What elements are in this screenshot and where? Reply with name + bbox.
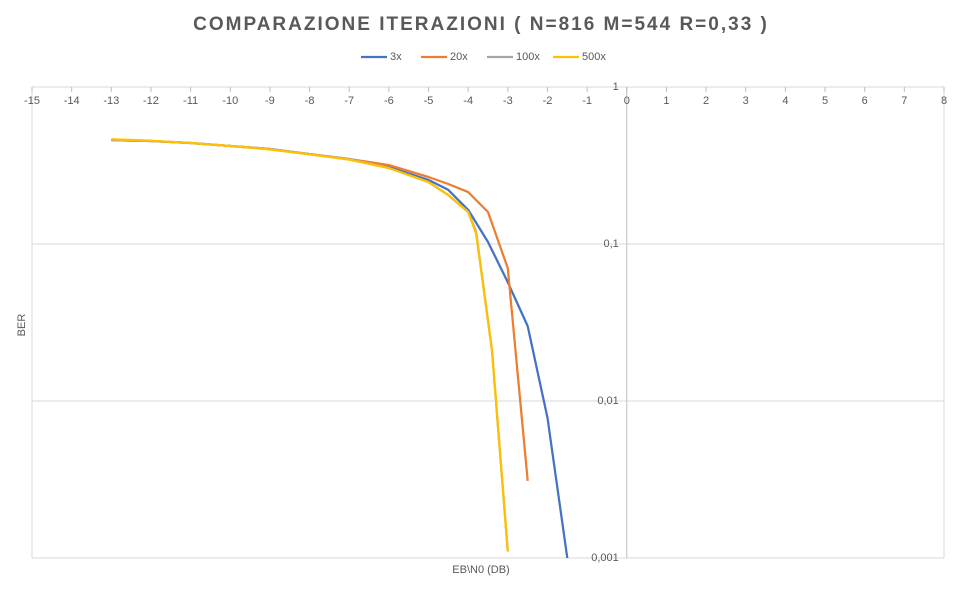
x-tick-label: -4 bbox=[463, 95, 473, 107]
x-tick-label: -7 bbox=[344, 95, 354, 107]
x-tick-label: -10 bbox=[222, 95, 238, 107]
x-tick-label: -15 bbox=[24, 95, 40, 107]
x-tick-label: -3 bbox=[503, 95, 513, 107]
x-tick-label: 3 bbox=[743, 95, 749, 107]
series-line bbox=[111, 138, 529, 482]
x-tick-label: -13 bbox=[103, 95, 119, 107]
x-tick-label: -5 bbox=[424, 95, 434, 107]
series-line bbox=[111, 138, 509, 552]
series-line bbox=[111, 138, 569, 559]
x-tick-label: 0 bbox=[624, 95, 630, 107]
x-tick-label: -12 bbox=[143, 95, 159, 107]
y-axis-title: BER bbox=[16, 314, 28, 337]
x-tick-label: 1 bbox=[663, 95, 669, 107]
x-tick-label: -14 bbox=[64, 95, 80, 107]
x-tick-label: -2 bbox=[543, 95, 553, 107]
legend-label: 100x bbox=[516, 51, 540, 63]
legend-label: 20x bbox=[450, 51, 468, 63]
x-tick-label: -9 bbox=[265, 95, 275, 107]
x-tick-label: -6 bbox=[384, 95, 394, 107]
y-tick-label: 0,1 bbox=[603, 238, 618, 250]
x-tick-label: 5 bbox=[822, 95, 828, 107]
x-tick-label: 8 bbox=[941, 95, 947, 107]
x-tick-label: -1 bbox=[582, 95, 592, 107]
legend-label: 3x bbox=[390, 51, 402, 63]
x-tick-label: 4 bbox=[782, 95, 788, 107]
y-tick-label: 1 bbox=[613, 81, 619, 93]
y-tick-label: 0,001 bbox=[591, 552, 619, 564]
x-tick-label: -11 bbox=[183, 95, 198, 107]
x-tick-label: 7 bbox=[901, 95, 907, 107]
x-axis-title: EB\N0 (DB) bbox=[452, 564, 509, 576]
x-tick-label: -8 bbox=[305, 95, 315, 107]
x-tick-label: 2 bbox=[703, 95, 709, 107]
chart-title: COMPARAZIONE ITERAZIONI ( N=816 M=544 R=… bbox=[193, 14, 769, 35]
y-tick-label: 0,01 bbox=[597, 395, 618, 407]
series-line bbox=[111, 138, 509, 552]
x-tick-label: 6 bbox=[862, 95, 868, 107]
legend-label: 500x bbox=[582, 51, 606, 63]
